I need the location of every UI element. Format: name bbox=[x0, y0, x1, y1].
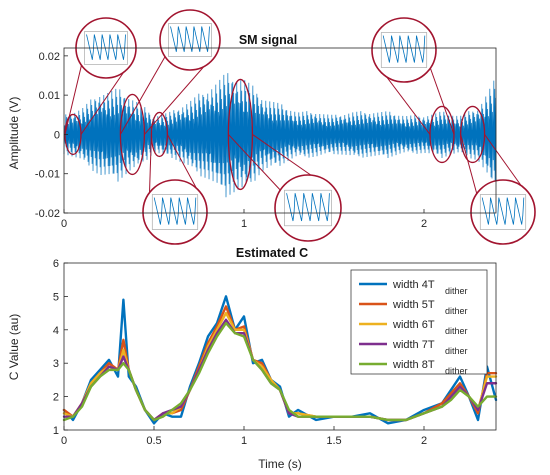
c-ylabel: C Value (au) bbox=[7, 314, 21, 380]
c-series-line-8t bbox=[62, 321, 498, 422]
zoom-inset-circle bbox=[159, 9, 221, 71]
c-legend-sublabel: dither bbox=[445, 346, 468, 356]
zoom-inset-waveform bbox=[170, 26, 210, 52]
sm-ytick-label: -0.01 bbox=[35, 169, 60, 181]
sm-ytick-label: 0.01 bbox=[39, 90, 60, 102]
c-series-lines bbox=[62, 295, 498, 425]
zoom-inset-waveform bbox=[382, 35, 426, 63]
sm-signal-waveform bbox=[63, 73, 497, 198]
c-ytick-label: 6 bbox=[53, 258, 59, 270]
zoom-connector-line bbox=[64, 62, 83, 135]
c-legend-sublabel: dither bbox=[445, 306, 468, 316]
zoom-inset-frame bbox=[151, 194, 199, 230]
c-xlabel: Time (s) bbox=[258, 457, 302, 471]
c-title: Estimated C bbox=[236, 246, 308, 260]
c-ytick-label: 4 bbox=[53, 325, 59, 337]
c-series-line-4t bbox=[62, 295, 498, 425]
c-ytick-label: 5 bbox=[53, 291, 59, 303]
zoom-inset-frame bbox=[380, 32, 428, 68]
zoom-inset-frame bbox=[479, 194, 527, 230]
c-legend-label: width 4T bbox=[392, 279, 435, 291]
sm-xtick-label: 1 bbox=[241, 218, 247, 230]
zoom-inset-waveform bbox=[481, 197, 525, 225]
zoom-inset-circle bbox=[371, 17, 437, 83]
zoom-inset-waveform bbox=[153, 197, 197, 225]
sm-waveform-path bbox=[63, 73, 497, 198]
zoom-inset-waveform bbox=[86, 34, 126, 60]
sm-ytick-label: 0.02 bbox=[39, 51, 60, 63]
zoom-inset-frame bbox=[284, 189, 332, 227]
sm-zoom-callouts bbox=[64, 9, 536, 245]
sm-ytick-label: 0 bbox=[54, 129, 60, 141]
c-xtick-label: 1.5 bbox=[326, 435, 341, 447]
zoom-inset-circle bbox=[142, 179, 208, 245]
c-ytick-label: 1 bbox=[53, 425, 59, 437]
sm-xtick-label: 0 bbox=[61, 218, 67, 230]
c-legend-label: width 6T bbox=[392, 319, 435, 331]
zoom-inset-circle bbox=[274, 174, 342, 242]
zoom-inset-circle bbox=[470, 179, 536, 245]
zoom-connector-line bbox=[148, 134, 152, 197]
zoom-connector-line bbox=[228, 134, 282, 192]
c-xtick-label: 0 bbox=[61, 435, 67, 447]
zoom-connector-line bbox=[429, 65, 455, 135]
zoom-connector-line bbox=[80, 62, 131, 135]
c-ticks: 0 0.5 1 1.5 2 1 2 3 4 5 6 bbox=[53, 258, 427, 447]
c-legend: width 4T dither width 5T dither width 6T dith… bbox=[350, 269, 488, 376]
c-xtick-label: 2 bbox=[421, 435, 427, 447]
c-legend-label: width 7T bbox=[392, 339, 435, 351]
c-xtick-label: 1 bbox=[241, 435, 247, 447]
sm-axes-box bbox=[63, 47, 497, 214]
c-legend-sublabel: dither bbox=[445, 286, 468, 296]
sm-title: SM signal bbox=[239, 33, 297, 47]
estimated-c-chart: 0 0.5 1 1.5 2 1 2 3 4 5 6 Estimated C C Value (au)… bbox=[7, 246, 498, 471]
c-ytick-label: 2 bbox=[53, 392, 59, 404]
zoom-connector-line bbox=[144, 54, 215, 135]
c-xtick-label: 0.5 bbox=[146, 435, 161, 447]
zoom-connector-line bbox=[119, 54, 167, 135]
sm-xtick-label: 2 bbox=[421, 218, 427, 230]
sm-ticks: 0 1 2 -0.02 -0.01 0 0.01 0.02 bbox=[35, 51, 427, 230]
c-legend-label: width 5T bbox=[392, 299, 435, 311]
zoom-inset-waveform bbox=[286, 193, 330, 222]
c-legend-box bbox=[350, 269, 488, 375]
zoom-inset-frame bbox=[168, 23, 212, 57]
c-legend-sublabel: dither bbox=[445, 366, 468, 376]
sm-ylabel: Amplitude (V) bbox=[7, 97, 21, 170]
zoom-connector-line bbox=[460, 134, 478, 197]
zoom-connector-line bbox=[166, 134, 202, 197]
c-legend-label: width 8T bbox=[392, 359, 435, 371]
sm-signal-chart: 0 1 2 -0.02 -0.01 0 0.01 0.02 SM signal Amplitu… bbox=[7, 9, 536, 245]
sm-ytick-label: -0.02 bbox=[35, 208, 60, 220]
c-ytick-label: 3 bbox=[53, 358, 59, 370]
c-axes-box bbox=[63, 262, 497, 431]
c-legend-sublabel: dither bbox=[445, 326, 468, 336]
